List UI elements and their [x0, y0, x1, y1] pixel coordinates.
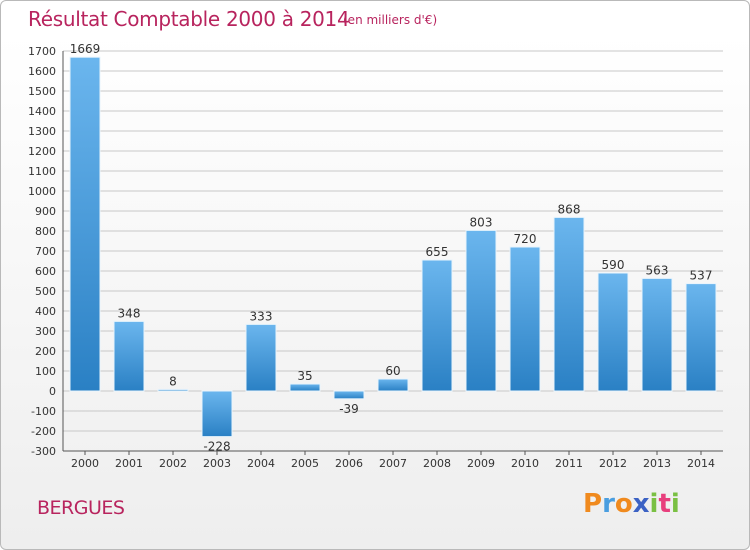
data-label: 590 [602, 258, 625, 272]
y-tick-label: 500 [35, 285, 56, 298]
bar [377, 378, 409, 392]
bar [641, 277, 673, 392]
city-name: BERGUES [37, 497, 125, 519]
x-tick-label: 2012 [599, 457, 627, 470]
x-tick-label: 2008 [423, 457, 451, 470]
y-tick-label: 700 [35, 245, 56, 258]
y-tick-label: -300 [31, 445, 56, 458]
x-tick-label: 2009 [467, 457, 495, 470]
y-tick-label: 1700 [28, 45, 56, 58]
y-tick-label: 1500 [28, 85, 56, 98]
bar [597, 272, 629, 392]
bar [553, 216, 585, 392]
logo-letter: i [649, 489, 659, 519]
y-tick-label: 1300 [28, 125, 56, 138]
x-tick-label: 2002 [159, 457, 187, 470]
logo-letter: r [602, 489, 615, 519]
bar [113, 320, 145, 392]
x-tick-label: 2010 [511, 457, 539, 470]
bar [245, 323, 277, 392]
data-label: 868 [558, 202, 581, 216]
y-tick-label: 400 [35, 305, 56, 318]
x-tick-label: 2005 [291, 457, 319, 470]
chart-title: Résultat Comptable 2000 à 2014 [28, 7, 350, 31]
data-label: 803 [470, 215, 493, 229]
data-label: 655 [426, 245, 449, 259]
y-tick-label: 1400 [28, 105, 56, 118]
x-tick-label: 2003 [203, 457, 231, 470]
x-tick-label: 2004 [247, 457, 275, 470]
y-tick-label: 200 [35, 345, 56, 358]
bar [289, 383, 321, 392]
bar [465, 229, 497, 392]
data-label: 720 [514, 232, 537, 246]
bar [509, 246, 541, 392]
data-label: 1669 [70, 42, 101, 56]
data-label: 537 [690, 269, 713, 283]
y-tick-label: 800 [35, 225, 56, 238]
logo-letter: i [670, 489, 680, 519]
bar [333, 390, 365, 400]
bar [201, 390, 233, 438]
data-label: -228 [203, 440, 230, 454]
y-tick-label: 1200 [28, 145, 56, 158]
proxiti-logo: Proxiti [583, 489, 680, 519]
logo-letter: P [583, 489, 603, 519]
data-label: 563 [646, 263, 669, 277]
data-label: 60 [385, 364, 400, 378]
data-label: 35 [297, 369, 312, 383]
bar [421, 259, 453, 392]
logo-letter: t [658, 489, 671, 519]
y-tick-label: 300 [35, 325, 56, 338]
logo-letter: x [632, 489, 650, 519]
y-tick-label: -200 [31, 425, 56, 438]
bar [685, 283, 717, 392]
y-tick-label: 1000 [28, 185, 56, 198]
y-tick-label: -100 [31, 405, 56, 418]
x-tick-label: 2007 [379, 457, 407, 470]
data-label: -39 [339, 402, 359, 416]
bar [69, 56, 101, 392]
y-tick-label: 600 [35, 265, 56, 278]
y-tick-label: 1600 [28, 65, 56, 78]
data-label: 348 [118, 306, 141, 320]
x-tick-label: 2006 [335, 457, 363, 470]
x-tick-label: 2001 [115, 457, 143, 470]
bar [157, 388, 189, 392]
y-tick-label: 100 [35, 365, 56, 378]
logo-letter: o [614, 489, 633, 519]
data-label: 8 [169, 374, 177, 388]
y-tick-label: 1100 [28, 165, 56, 178]
x-tick-label: 2014 [687, 457, 715, 470]
x-tick-label: 2000 [71, 457, 99, 470]
chart-subtitle: (en milliers d'€) [343, 13, 438, 27]
y-tick-label: 900 [35, 205, 56, 218]
y-tick-label: 0 [49, 385, 56, 398]
x-tick-label: 2013 [643, 457, 671, 470]
x-tick-label: 2011 [555, 457, 583, 470]
data-label: 333 [250, 309, 273, 323]
